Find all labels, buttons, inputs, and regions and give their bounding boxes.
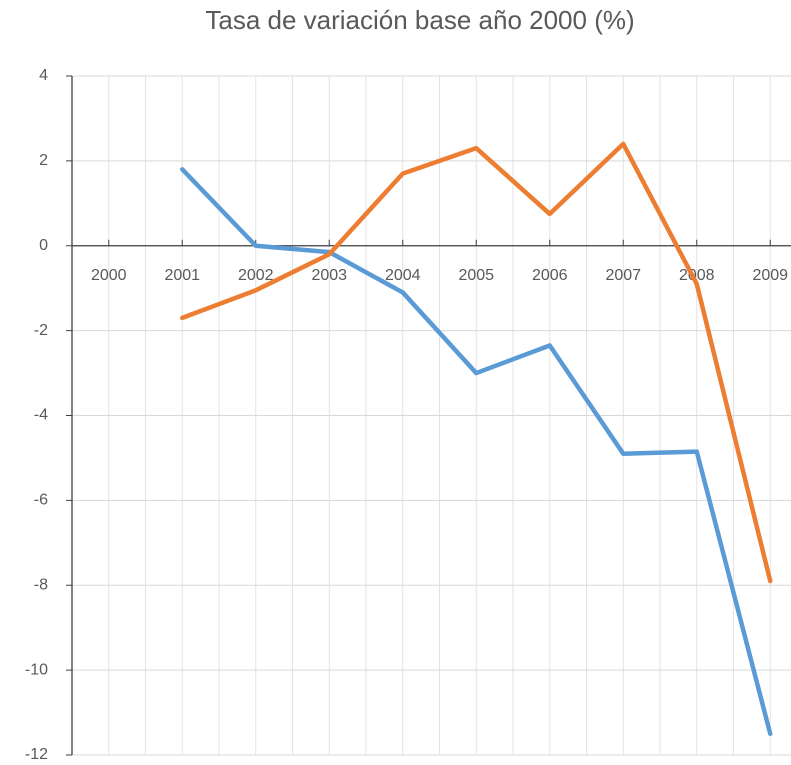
series-line <box>180 141 773 584</box>
y-tick-label: -10 <box>25 661 48 678</box>
y-tick-label: 4 <box>39 67 48 84</box>
x-tick-label: 2002 <box>238 267 274 284</box>
x-tick-label: 2001 <box>164 267 200 284</box>
x-tick-label: 2006 <box>532 267 568 284</box>
x-tick-label: 2004 <box>385 267 421 284</box>
y-tick-label: 2 <box>39 152 48 169</box>
y-tick-label: -2 <box>34 322 48 339</box>
y-tick-label: -12 <box>25 746 48 763</box>
x-tick-label: 2007 <box>605 267 641 284</box>
series-line <box>180 167 773 737</box>
y-tick-label: -6 <box>34 492 48 509</box>
x-tick-label: 2000 <box>91 267 127 284</box>
chart-title: Tasa de variación base año 2000 (%) <box>205 5 634 35</box>
x-tick-label: 2009 <box>752 267 788 284</box>
y-tick-label: -8 <box>34 576 48 593</box>
x-tick-label: 2003 <box>311 267 347 284</box>
y-tick-label: 0 <box>39 237 48 254</box>
y-tick-label: -4 <box>34 407 48 424</box>
x-tick-label: 2005 <box>458 267 494 284</box>
